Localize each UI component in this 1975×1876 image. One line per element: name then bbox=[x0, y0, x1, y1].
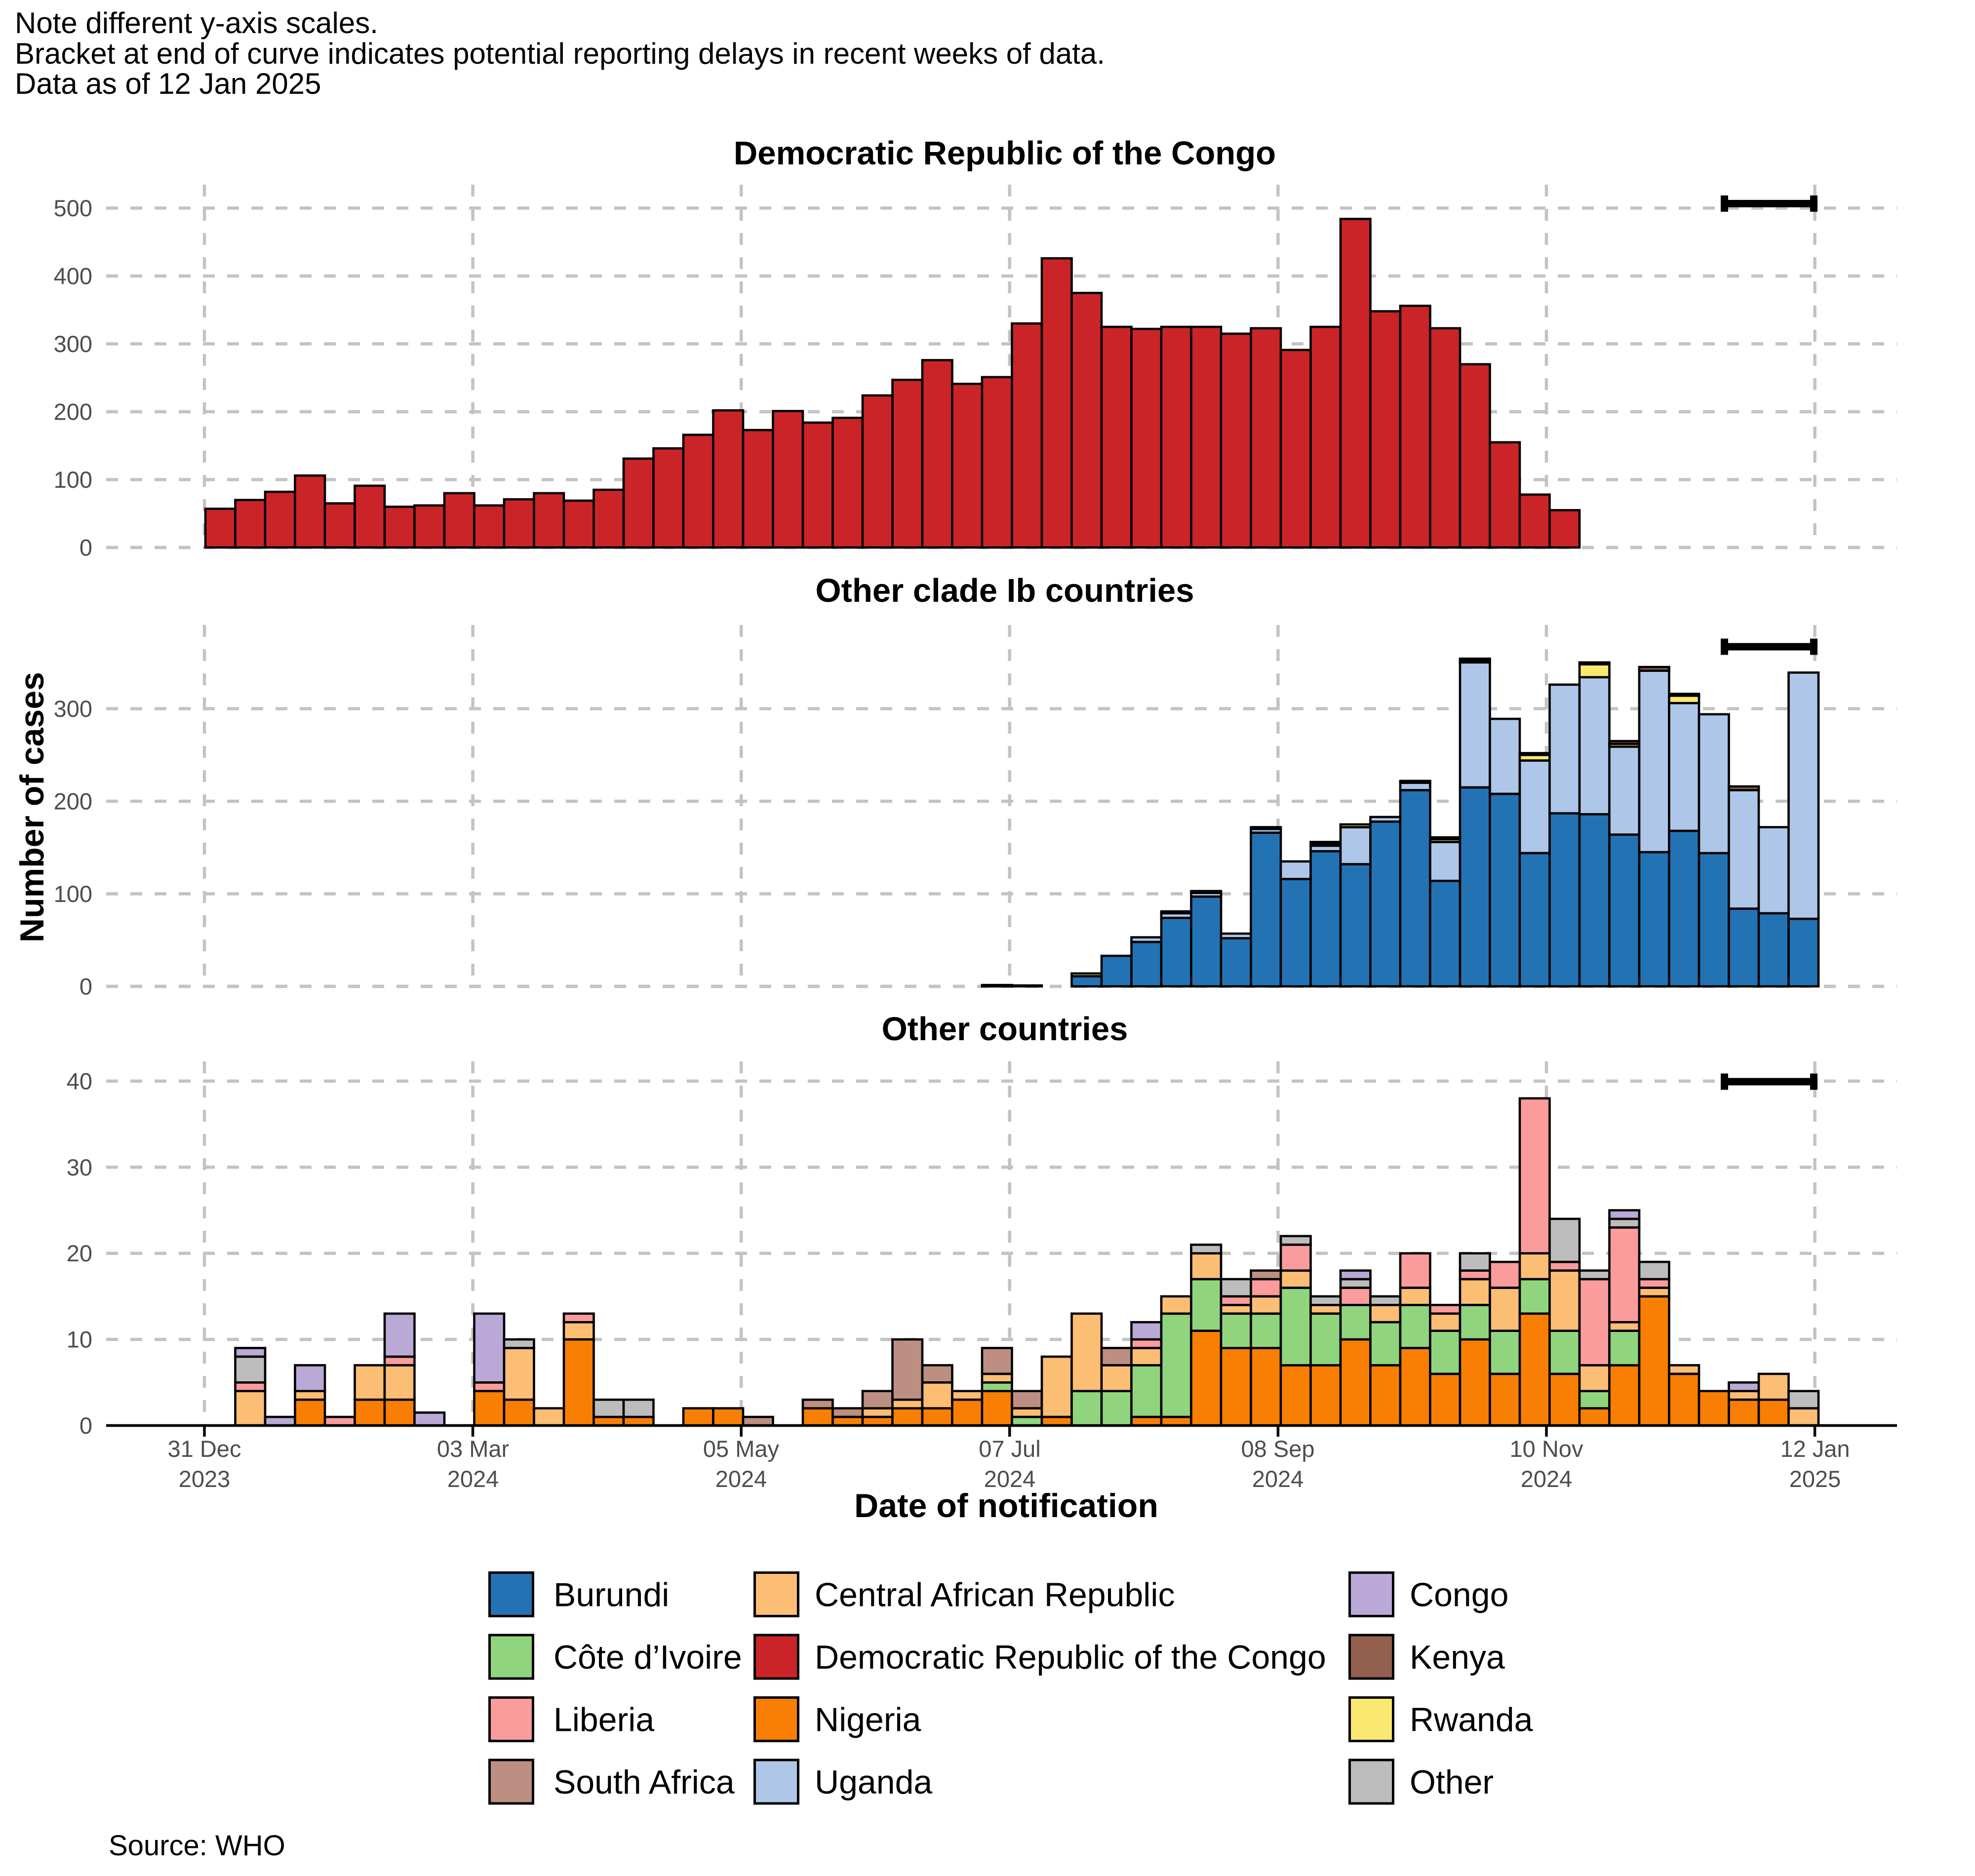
svg-text:0: 0 bbox=[79, 974, 92, 1000]
svg-text:Other clade Ib countries: Other clade Ib countries bbox=[816, 572, 1194, 609]
svg-text:Date of notification: Date of notification bbox=[854, 1487, 1158, 1524]
svg-text:Democratic Republic of the Con: Democratic Republic of the Congo bbox=[815, 1639, 1326, 1676]
svg-text:2024: 2024 bbox=[1521, 1466, 1573, 1492]
svg-text:2024: 2024 bbox=[715, 1466, 767, 1492]
svg-text:03 Mar: 03 Mar bbox=[437, 1436, 509, 1462]
svg-text:05 May: 05 May bbox=[703, 1436, 780, 1462]
svg-text:Côte d’Ivoire: Côte d’Ivoire bbox=[553, 1639, 742, 1676]
svg-text:2024: 2024 bbox=[984, 1466, 1036, 1492]
svg-text:Uganda: Uganda bbox=[815, 1763, 932, 1801]
svg-text:Liberia: Liberia bbox=[553, 1701, 654, 1739]
svg-text:2023: 2023 bbox=[179, 1466, 231, 1492]
svg-text:30: 30 bbox=[67, 1154, 92, 1180]
svg-text:40: 40 bbox=[67, 1068, 92, 1094]
svg-text:0: 0 bbox=[79, 535, 92, 561]
svg-text:10 Nov: 10 Nov bbox=[1510, 1436, 1583, 1462]
svg-text:08 Sep: 08 Sep bbox=[1241, 1436, 1315, 1462]
svg-text:200: 200 bbox=[54, 399, 92, 425]
svg-text:Rwanda: Rwanda bbox=[1410, 1701, 1533, 1739]
svg-text:Other countries: Other countries bbox=[882, 1011, 1128, 1048]
svg-text:07 Jul: 07 Jul bbox=[979, 1436, 1040, 1462]
svg-text:400: 400 bbox=[54, 263, 92, 289]
svg-text:10: 10 bbox=[67, 1327, 92, 1353]
svg-text:Democratic Republic of the Con: Democratic Republic of the Congo bbox=[734, 135, 1276, 172]
svg-text:Congo: Congo bbox=[1410, 1576, 1508, 1614]
svg-text:100: 100 bbox=[54, 467, 92, 493]
svg-text:Central African Republic: Central African Republic bbox=[815, 1576, 1175, 1614]
svg-text:2025: 2025 bbox=[1789, 1466, 1841, 1492]
svg-text:300: 300 bbox=[54, 696, 92, 722]
svg-text:Number of cases: Number of cases bbox=[13, 672, 51, 942]
svg-text:2024: 2024 bbox=[447, 1466, 499, 1492]
svg-text:100: 100 bbox=[54, 881, 92, 907]
svg-text:2024: 2024 bbox=[1252, 1466, 1304, 1492]
svg-text:Other: Other bbox=[1410, 1763, 1494, 1801]
svg-text:Kenya: Kenya bbox=[1410, 1639, 1505, 1676]
svg-text:Data as of 12 Jan 2025: Data as of 12 Jan 2025 bbox=[15, 67, 321, 100]
svg-text:200: 200 bbox=[54, 788, 92, 815]
svg-text:12 Jan: 12 Jan bbox=[1780, 1436, 1850, 1462]
svg-text:500: 500 bbox=[54, 195, 92, 221]
svg-text:31 Dec: 31 Dec bbox=[168, 1436, 241, 1462]
svg-text:0: 0 bbox=[79, 1412, 92, 1439]
svg-text:300: 300 bbox=[54, 331, 92, 357]
svg-text:Source: WHO: Source: WHO bbox=[109, 1830, 285, 1862]
svg-text:South Africa: South Africa bbox=[553, 1763, 735, 1801]
svg-text:Nigeria: Nigeria bbox=[815, 1701, 921, 1739]
svg-text:Bracket at end of curve indica: Bracket at end of curve indicates potent… bbox=[15, 37, 1105, 70]
svg-text:Note different y-axis scales.: Note different y-axis scales. bbox=[15, 6, 378, 39]
svg-text:Burundi: Burundi bbox=[553, 1576, 669, 1614]
svg-text:20: 20 bbox=[67, 1240, 92, 1266]
